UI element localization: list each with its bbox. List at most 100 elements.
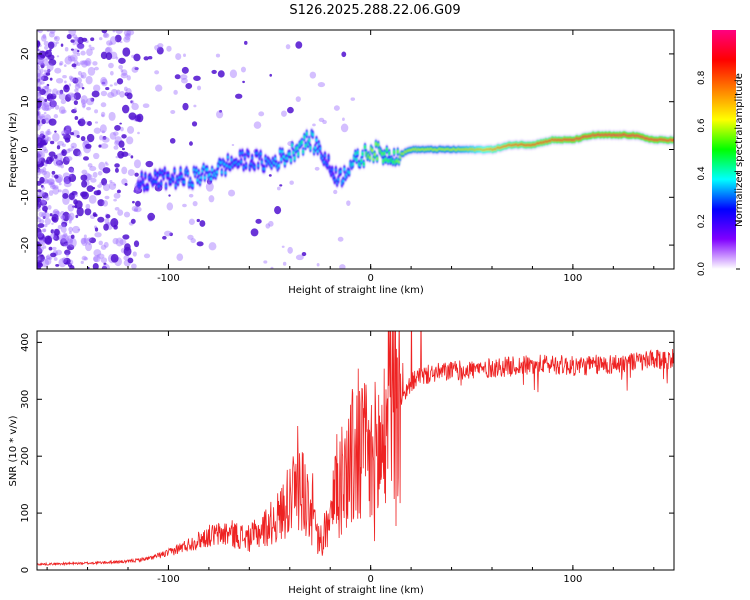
- spectrogram-ridge-core: [219, 161, 222, 164]
- spectrogram-noise-blob: [100, 143, 109, 149]
- spectrogram-noise-blob: [274, 205, 282, 215]
- spectrogram-noise-blob: [59, 60, 64, 66]
- spectrogram-noise-blob: [54, 130, 57, 133]
- spectrogram-noise-blob: [281, 110, 287, 117]
- spectrogram-noise-blob: [37, 207, 41, 212]
- spectrogram-noise-blob: [73, 92, 81, 101]
- spectrogram-noise-blob: [46, 88, 52, 93]
- snr-panel: -100 0 100 0 100 200 300 400 Height of straigh…: [8, 330, 675, 596]
- spectrogram-noise-blob: [96, 253, 105, 259]
- spectrogram-noise-blob: [44, 85, 50, 90]
- spectrogram-ridge-core: [247, 152, 250, 156]
- spectrogram-noise-blob: [101, 81, 106, 85]
- spectrogram-noise-blob: [314, 166, 320, 171]
- spectrogram-ridge-core: [381, 152, 383, 156]
- spectrogram-noise-blob: [77, 118, 86, 127]
- spectrogram-noise-blob: [61, 257, 67, 264]
- spectrogram-noise-blob: [64, 94, 72, 102]
- spectrogram-noise-blob: [183, 53, 186, 58]
- spectrogram-noise-blob: [47, 68, 51, 73]
- spectrogram-ridge-core: [384, 158, 387, 161]
- spectrogram-noise-blob: [136, 113, 144, 123]
- spectrogram-noise-blob: [104, 161, 108, 165]
- spectrogram-noise-blob: [189, 141, 193, 146]
- spectrogram-noise-blob: [74, 115, 79, 120]
- spectrogram-noise-blob: [199, 220, 206, 227]
- spectrogram-noise-blob: [102, 200, 109, 207]
- spectrogram-ridge-core: [225, 164, 228, 167]
- spectrogram-noise-blob: [43, 101, 50, 108]
- spectrogram-noise-blob: [287, 106, 294, 114]
- spectrogram-ridge-core: [155, 180, 158, 184]
- spectrogram-noise-blob: [117, 209, 124, 216]
- spectrogram-noise-blob: [61, 223, 66, 228]
- colorbar-ticks: 0.0 0.2 0.4 0.6 0.8: [697, 70, 740, 276]
- colorbar-tick-label: 0.8: [697, 70, 707, 85]
- spectrogram-noise-blob: [66, 238, 73, 246]
- spectrogram-noise-blob: [98, 37, 103, 41]
- spectrogram-noise-blob: [93, 255, 101, 263]
- spectrogram-noise-blob: [60, 226, 67, 233]
- spectrogram-noise-blob: [66, 148, 71, 154]
- spectrogram-noise-blob: [38, 191, 45, 197]
- spectrogram-ridge-core: [241, 151, 244, 155]
- spectrogram-noise-blob: [68, 166, 75, 173]
- spectrogram-noise-blob: [40, 75, 49, 82]
- spectrogram-noise-blob: [120, 68, 124, 73]
- spectrogram-noise-blob: [64, 129, 71, 134]
- spectrogram-ridge-core: [140, 173, 143, 176]
- spectrogram-noise-blob: [242, 80, 245, 84]
- spectrogram-noise-blob: [51, 174, 55, 178]
- spectrogram-noise-blob: [196, 241, 204, 247]
- spectrogram-noise-blob: [73, 100, 78, 106]
- spectrogram-noise-blob: [51, 184, 59, 190]
- spectrogram-ridge-core: [240, 160, 243, 163]
- spectrogram-noise-blob: [37, 216, 41, 220]
- spectrogram-ridge-core: [156, 173, 159, 177]
- spectrogram-noise-blob: [113, 192, 121, 199]
- spectrogram-noise-blob: [68, 215, 73, 222]
- spectrogram-ridge-core: [324, 154, 326, 157]
- spectrogram-noise-blob: [92, 171, 98, 178]
- spectrogram-noise-blob: [108, 181, 117, 190]
- spectrogram-noise-blob: [46, 130, 52, 135]
- spectrogram-ridge-core: [226, 155, 229, 159]
- spectrogram-noise-blob: [72, 205, 76, 208]
- spectrogram-noise-blob: [53, 210, 57, 214]
- spectrogram-noise-blob: [104, 195, 110, 200]
- spectrogram-noise-blob: [169, 138, 176, 144]
- spectrogram-noise-blob: [88, 237, 96, 244]
- spectrogram-noise-blob: [103, 262, 107, 266]
- spectrogram-noise-blob: [45, 255, 50, 260]
- spectrogram-noise-blob: [41, 258, 50, 268]
- spectrogram-noise-blob: [47, 205, 52, 210]
- spectrogram-noise-blob: [80, 71, 87, 79]
- spectrogram-noise-blob: [45, 51, 49, 55]
- spectrogram-noise-blob: [58, 106, 66, 115]
- snr-y-tick-label: 0: [20, 567, 31, 573]
- spectrogram-noise-blob: [99, 124, 107, 133]
- spectrogram-noise-blob: [42, 135, 46, 139]
- spectrogram-ridge-core: [305, 132, 308, 136]
- spectrogram-noise-blob: [86, 133, 95, 143]
- spectrogram-noise-blob: [42, 215, 46, 219]
- spectrogram-noise-blob: [58, 62, 63, 66]
- spectrogram-ridge-core: [393, 150, 396, 154]
- spectrogram-noise-blob: [37, 153, 42, 158]
- spectrogram-noise-blob: [119, 122, 122, 125]
- spectrogram-ridge-core: [311, 133, 314, 136]
- spectrogram-noise-blob: [173, 89, 178, 95]
- spectrogram-noise-blob: [37, 110, 40, 117]
- spectrogram-ridge-core: [139, 182, 142, 186]
- spectrogram-noise-blob: [82, 105, 86, 109]
- spectrogram-ridge-core: [385, 148, 388, 151]
- spectrogram-noise-blob: [55, 160, 64, 166]
- spectrogram-noise-blob: [126, 75, 131, 81]
- spectrogram-noise-blob: [87, 237, 92, 242]
- spectrogram-noise-blob: [92, 212, 97, 217]
- spectrogram-noise-blob: [192, 200, 198, 207]
- spectrogram-noise-blob: [269, 73, 273, 77]
- spectrogram-noise-blob: [68, 231, 72, 235]
- spectrogram-noise-blob: [49, 77, 53, 81]
- spectrogram-noise-blob: [68, 226, 73, 233]
